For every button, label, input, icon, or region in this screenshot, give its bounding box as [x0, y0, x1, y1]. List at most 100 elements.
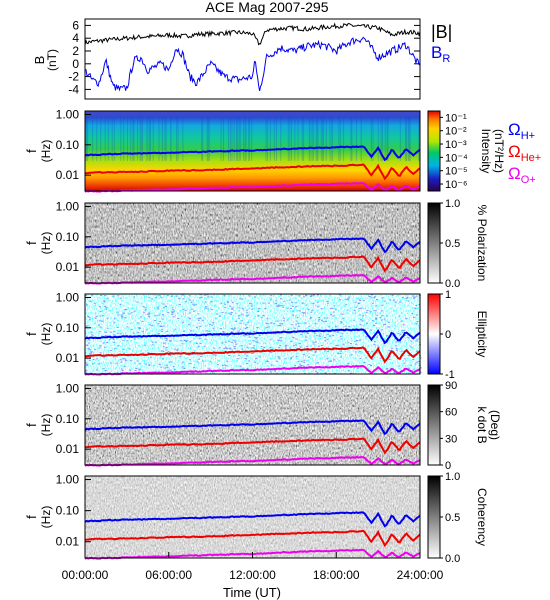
- y-axis-label: f: [24, 515, 39, 519]
- y-tick-label: 0.10: [56, 412, 80, 426]
- gyro-line-Hplus: [84, 328, 421, 345]
- b-y-tick-label: -2: [68, 70, 79, 84]
- colorbar-tick-label: 10⁻⁶: [445, 179, 468, 191]
- colorbar-tick-label: 10⁻⁵: [445, 166, 468, 178]
- colorbar-tick-label: -1: [445, 369, 455, 381]
- colorbar-tick-label: 1.0: [445, 471, 460, 483]
- colorbar: [427, 384, 441, 466]
- colorbar-tick-label: 0: [445, 329, 451, 341]
- time-axis: 00:00:00 06:00:00 12:00:00 18:00:00 24:00:00: [62, 552, 444, 582]
- x-tick-label: 06:00:00: [145, 568, 192, 582]
- panel-kdotb: 1.00 0.10 0.01 f (Hz) 90 60 30 0 k dot B (Deg): [24, 380, 502, 472]
- y-tick-label: 0.01: [56, 535, 80, 549]
- legend-omega-h: ΩH+: [508, 120, 535, 142]
- panel-intensity: 1.00 0.10 0.01 f (Hz) 10⁻¹ 10⁻²10⁻³10⁻⁴ 10⁻⁵10⁻…: [24, 107, 506, 193]
- colorbar-tick-label: 10⁻⁴: [445, 152, 468, 164]
- gyro-line-Heplus: [84, 437, 421, 455]
- b-y-tick-label: 2: [72, 44, 79, 58]
- ion-gyrofrequency-legend: ΩH+ ΩHe+ ΩO+: [508, 120, 541, 186]
- colorbar: [427, 293, 441, 375]
- b-y-tick-label: 6: [72, 18, 79, 32]
- b-y-tick-label: 0: [72, 57, 79, 71]
- y-tick-label: 0.01: [56, 442, 80, 456]
- panel-frame: [84, 384, 421, 466]
- legend-babs: |B|: [431, 22, 452, 42]
- gyro-line-Heplus: [84, 163, 421, 181]
- panel-polarization: 1.00 0.10 0.01 f (Hz) 1.0 0.5 0.0 % Polarization: [24, 198, 489, 290]
- gyro-line-Hplus: [84, 237, 421, 254]
- colorbar: [427, 475, 441, 559]
- colorbar-label: Intensity: [479, 129, 493, 174]
- colorbar-tick-label: 0.0: [445, 553, 460, 565]
- colorbar-unit: (Deg): [488, 410, 502, 440]
- y-tick-label: 1.00: [56, 381, 80, 395]
- y-axis-label: f: [24, 332, 39, 336]
- y-tick-label: 0.01: [56, 351, 80, 365]
- x-tick-label: 00:00:00: [62, 568, 109, 582]
- gyro-line-Heplus: [84, 529, 421, 548]
- colorbar-tick-label: 0: [445, 460, 451, 472]
- y-axis-unit: (Hz): [39, 232, 53, 255]
- y-axis-unit: (Hz): [39, 414, 53, 437]
- b-panel-ylabel: B: [32, 56, 47, 65]
- colorbar-label: k dot B: [475, 406, 489, 443]
- b-y-tick-label: 4: [72, 31, 79, 45]
- y-axis-label: f: [24, 241, 39, 245]
- gyro-line-Oplus: [84, 364, 421, 376]
- colorbar: [427, 110, 441, 192]
- gyro-line-Hplus: [84, 419, 421, 436]
- y-axis-label: f: [24, 423, 39, 427]
- colorbar-tick-label: 0.5: [445, 512, 460, 524]
- colorbar-tick-label: 0.5: [445, 238, 460, 250]
- b-y-tick-label: -4: [68, 82, 79, 96]
- gyro-line-Hplus: [84, 511, 421, 528]
- colorbar-label: % Polarization: [475, 205, 489, 282]
- series-line-babs: [84, 22, 421, 46]
- colorbar-label: Ellipticity: [475, 311, 489, 358]
- y-tick-label: 1.00: [56, 107, 80, 121]
- gyro-line-Oplus: [84, 273, 421, 285]
- panel-ellipticity: 1.00 0.10 0.01 f (Hz) 1 0 -1 Ellipticity: [24, 289, 489, 381]
- figure-title: ACE Mag 2007-295: [206, 0, 329, 15]
- colorbar-tick-label: 10⁻²: [445, 126, 467, 138]
- colorbar-unit: (nT²/Hz): [492, 129, 506, 173]
- x-tick-label: 24:00:00: [397, 568, 444, 582]
- gyro-line-Hplus: [84, 145, 421, 162]
- colorbar-tick-label: 10⁻¹: [445, 112, 467, 124]
- legend-omega-he: ΩHe+: [508, 142, 541, 164]
- colorbar-tick-label: 90: [445, 380, 457, 392]
- y-axis-label: f: [24, 149, 39, 153]
- panel-coherency: 1.00 0.10 0.01 f (Hz) 1.0 0.5 0.0 Coherency: [24, 471, 489, 565]
- y-tick-label: 1.00: [56, 473, 80, 487]
- y-axis-unit: (Hz): [39, 140, 53, 163]
- panel-frame: [84, 202, 421, 284]
- y-axis-unit: (Hz): [39, 506, 53, 529]
- panel-frame: [84, 110, 421, 192]
- y-tick-label: 1.00: [56, 290, 80, 304]
- y-tick-label: 0.10: [56, 138, 80, 152]
- y-tick-label: 0.10: [56, 321, 80, 335]
- colorbar-tick-label: 30: [445, 433, 457, 445]
- colorbar-label: Coherency: [475, 488, 489, 546]
- y-tick-label: 1.00: [56, 199, 80, 213]
- b-panel-frame: [84, 18, 421, 100]
- gyro-line-Heplus: [84, 255, 421, 273]
- x-tick-label: 18:00:00: [313, 568, 360, 582]
- colorbar-tick-label: 0.0: [445, 278, 460, 290]
- colorbar-tick-label: 1.0: [445, 198, 460, 210]
- gyro-line-Oplus: [84, 181, 421, 193]
- y-tick-label: 0.01: [56, 168, 80, 182]
- x-axis-label: Time (UT): [223, 585, 281, 600]
- y-tick-label: 0.10: [56, 230, 80, 244]
- series-line-br: [84, 36, 421, 92]
- colorbar-tick-label: 10⁻³: [445, 139, 467, 151]
- colorbar: [427, 202, 441, 284]
- b-panel-yunit: (nT): [45, 49, 59, 71]
- b-panel-series: [84, 22, 421, 92]
- spectrogram-panels: 1.000.100.01f (Hz)10⁻¹10⁻²10⁻³10⁻⁴10⁻⁵10⁻…: [24, 107, 506, 565]
- gyro-line-Heplus: [84, 346, 421, 364]
- x-tick-label: 12:00:00: [229, 568, 276, 582]
